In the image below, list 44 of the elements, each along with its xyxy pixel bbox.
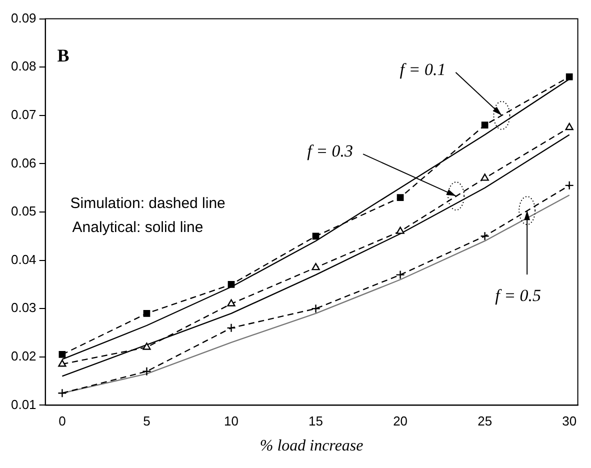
point — [58, 360, 66, 367]
y-tick-label: 0.07 — [10, 106, 36, 122]
y-tick-label: 0.04 — [10, 252, 36, 267]
point — [142, 342, 151, 350]
annotation: f = 0.3 — [307, 142, 354, 161]
x-tick-label: 30 — [562, 414, 577, 429]
point — [311, 304, 320, 314]
y-tick-label: 0.08 — [10, 58, 36, 74]
x-tick-label: 15 — [308, 414, 324, 429]
x-tick-label: 5 — [143, 414, 150, 429]
annotation: Simulation: dashed line — [70, 194, 226, 212]
y-tick-label: 0.02 — [10, 348, 36, 364]
point — [480, 174, 489, 181]
point — [312, 232, 320, 240]
point — [564, 180, 574, 190]
point — [396, 226, 404, 234]
point — [312, 262, 320, 270]
point — [227, 299, 236, 306]
x-tick-label: 20 — [393, 414, 408, 429]
point — [481, 122, 488, 128]
point — [58, 351, 66, 358]
point — [565, 122, 574, 130]
y-tick-label: 0.05 — [10, 204, 36, 219]
y-tick-label: 0.09 — [10, 10, 36, 26]
annotation: B — [57, 45, 70, 66]
point — [226, 323, 236, 333]
x-tick-label: 25 — [478, 414, 492, 429]
annotation: f = 0.1 — [400, 60, 446, 79]
annotation: Analytical: solid line — [72, 218, 204, 236]
point — [143, 310, 150, 317]
annotation: f = 0.5 — [495, 286, 542, 306]
point — [396, 270, 405, 280]
x-axis-title: % load increase — [260, 438, 364, 455]
point — [142, 366, 152, 376]
point — [228, 281, 235, 288]
point — [566, 73, 573, 80]
point — [480, 232, 490, 241]
x-tick-label: 10 — [224, 414, 238, 429]
point — [396, 194, 404, 201]
point — [58, 388, 67, 398]
y-tick-label: 0.03 — [10, 300, 36, 316]
x-tick-label: 0 — [58, 414, 66, 429]
y-tick-label: 0.01 — [10, 396, 36, 412]
y-tick-label: 0.06 — [10, 155, 36, 170]
